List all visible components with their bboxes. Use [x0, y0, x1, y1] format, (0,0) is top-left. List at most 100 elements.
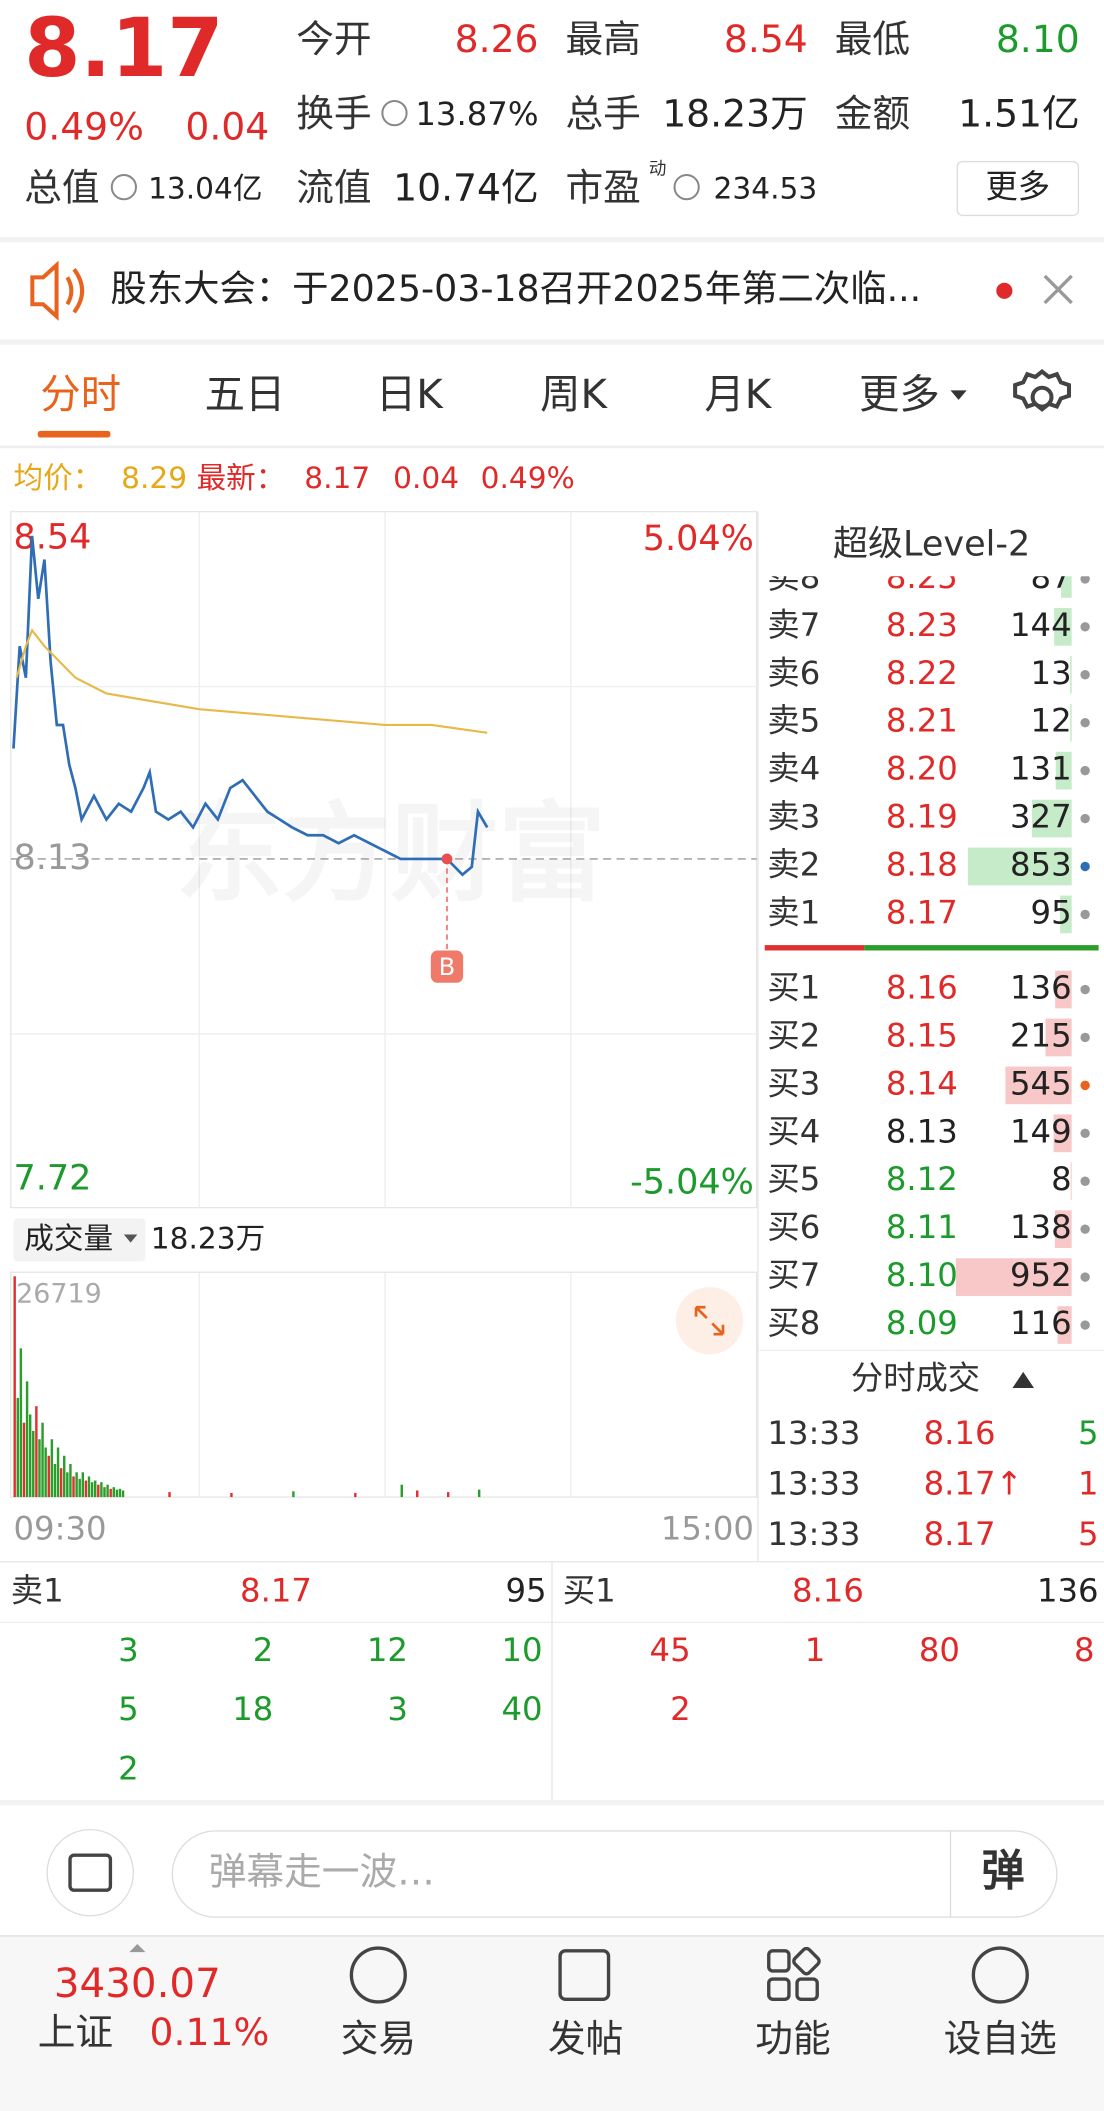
volume-selector[interactable]: [13, 1218, 146, 1262]
change-pct: 0.49%: [24, 105, 144, 149]
level-volume: 8: [1051, 1160, 1072, 1198]
func-icon: [792, 1946, 821, 1976]
level-name: 卖6: [767, 654, 820, 692]
level-volume: 116: [1010, 1304, 1072, 1342]
tab[interactable]: 更多: [859, 371, 940, 418]
trade-price: 8.17: [924, 1515, 996, 1553]
level-dot: [1080, 576, 1090, 584]
trades-title[interactable]: 分时成交: [851, 1359, 980, 1397]
level-volume: 12: [1031, 702, 1072, 740]
volume-bar: [84, 1480, 88, 1498]
divider: [0, 445, 1104, 449]
stat-value: 18.23万: [662, 91, 808, 135]
level-name: 买4: [767, 1112, 820, 1150]
level-volume: 215: [1010, 1016, 1072, 1054]
stat-label: 总手: [565, 91, 640, 135]
volume-label[interactable]: 成交量: [24, 1221, 113, 1255]
expand-button[interactable]: [675, 1287, 744, 1355]
stat-value: 1.51亿: [958, 91, 1080, 135]
info-icon[interactable]: [673, 174, 700, 201]
danmu-placeholder[interactable]: 弹幕走一波…: [209, 1850, 435, 1894]
settings-icon[interactable]: [1013, 368, 1071, 412]
trade-icon: [349, 1946, 407, 2004]
trade-price: 8.16: [924, 1414, 996, 1452]
pe-tag: 动: [649, 160, 667, 180]
depth-bar: [1055, 970, 1072, 1009]
more-label[interactable]: 更多: [986, 167, 1051, 205]
tab[interactable]: 月K: [704, 371, 772, 418]
up-arrow: [129, 1944, 146, 1953]
tab[interactable]: 五日: [205, 371, 286, 418]
more-button[interactable]: [956, 160, 1080, 217]
level2-title[interactable]: 超级Level-2: [833, 524, 1030, 564]
danmu-button[interactable]: 弹: [981, 1847, 1024, 1897]
volume-bar: [78, 1478, 81, 1498]
volume-bar: [168, 1492, 171, 1498]
stat-value: 8.54: [724, 17, 808, 61]
notice-text[interactable]: 股东大会：于2025-03-18召开2025年第二次临...: [110, 267, 921, 310]
queue-order: 10: [501, 1631, 542, 1669]
level-dot: [1080, 1272, 1090, 1282]
volume-bar: [16, 1397, 19, 1498]
trade-time: 13:33: [767, 1465, 860, 1503]
latest-label: 最新：: [197, 461, 286, 495]
info-icon[interactable]: [381, 99, 408, 127]
level-price: 8.18: [886, 845, 958, 883]
queue-order: 12: [367, 1631, 408, 1669]
index-name[interactable]: 上证: [38, 2010, 113, 2054]
nav-label[interactable]: 功能: [755, 2016, 830, 2060]
danmu-settings[interactable]: [46, 1828, 134, 1917]
level-dot: [1080, 1080, 1090, 1091]
level-dot: [1080, 813, 1090, 824]
tab[interactable]: 周K: [540, 371, 608, 418]
volume-bar: [72, 1476, 75, 1498]
stat-label: 最低: [835, 17, 910, 61]
volume-bar: [81, 1472, 85, 1498]
stat-label: 流值: [296, 165, 371, 209]
post-icon: [558, 1949, 611, 2001]
volume-bar: [38, 1439, 41, 1498]
level-price: 8.12: [886, 1160, 958, 1198]
y-tick-label: 8.54: [13, 518, 91, 558]
depth-bar: [1070, 703, 1072, 742]
index-change[interactable]: 0.11%: [150, 2010, 270, 2054]
nav-label[interactable]: 发帖: [548, 2016, 623, 2060]
level-volume: 952: [1010, 1256, 1072, 1294]
volume-bar: [53, 1464, 57, 1498]
trade-volume: 5: [1078, 1515, 1099, 1553]
stat-label: 总值: [24, 165, 99, 209]
level-name: 卖3: [767, 798, 820, 836]
danmu-input[interactable]: [171, 1830, 1058, 1918]
tab[interactable]: 分时: [40, 371, 121, 418]
depth-bar: [1060, 895, 1072, 934]
level-name: 买2: [767, 1016, 820, 1054]
collapse-arrow: [1012, 1371, 1034, 1389]
level-price: 8.17: [886, 893, 958, 931]
y-tick-label: 7.72: [13, 1158, 91, 1198]
tab[interactable]: 日K: [376, 371, 444, 418]
level-price: 8.15: [886, 1016, 958, 1054]
pct-label: -5.04%: [630, 1162, 754, 1202]
info-icon[interactable]: [110, 174, 138, 201]
level-volume: 131: [1010, 750, 1072, 788]
grid: [10, 511, 757, 1498]
nav-label[interactable]: 设自选: [944, 2016, 1057, 2060]
depth-bar: [967, 847, 1072, 886]
level-dot: [1080, 1224, 1090, 1234]
queue-order: 3: [387, 1690, 408, 1728]
depth-bar: [1005, 1066, 1072, 1105]
func-icon: [795, 1977, 819, 2001]
change: 0.04: [185, 105, 269, 149]
close-icon[interactable]: [1043, 274, 1073, 305]
stat-value: 13.04亿: [148, 171, 262, 205]
marker-label: B: [439, 953, 456, 981]
nav-label[interactable]: 交易: [341, 2016, 416, 2060]
index-value[interactable]: 3430.07: [54, 1960, 221, 2007]
queue-volume: 136: [1037, 1572, 1099, 1610]
queue-order: 5: [118, 1690, 139, 1728]
volume-bar: [66, 1472, 69, 1498]
level-name: 买3: [767, 1064, 820, 1102]
level-price: 8.14: [886, 1064, 958, 1102]
